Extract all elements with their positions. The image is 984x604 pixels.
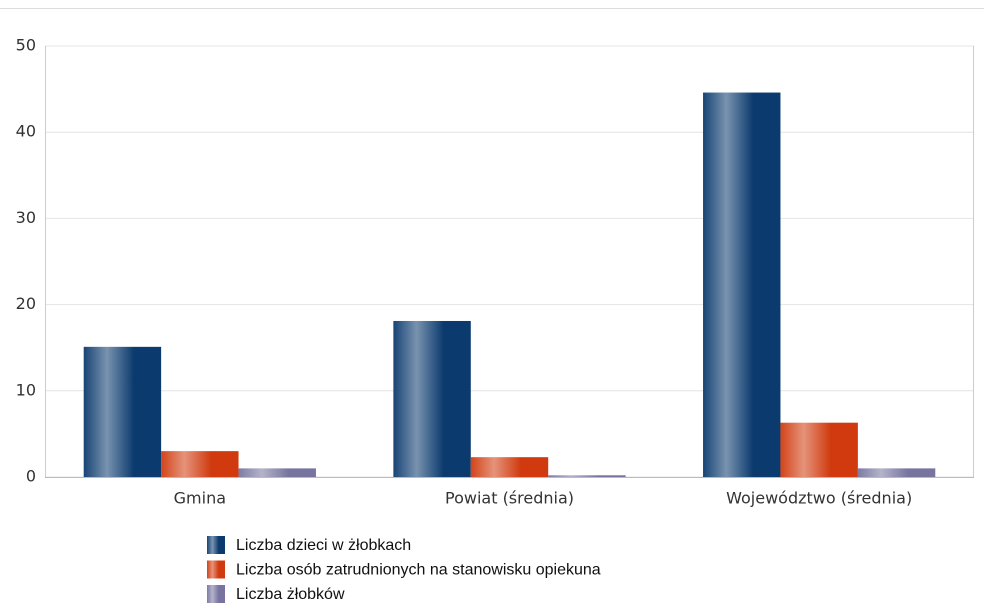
y-tick-label: 50 xyxy=(16,36,36,55)
y-tick-label: 40 xyxy=(16,122,36,141)
x-tick-label: Województwo (średnia) xyxy=(726,489,912,508)
bar xyxy=(857,468,936,477)
bar xyxy=(470,457,549,477)
legend-label: Liczba osób zatrudnionych na stanowisku … xyxy=(236,562,601,579)
legend-label: Liczba żłobków xyxy=(236,586,345,603)
legend-swatch xyxy=(207,560,225,579)
bar xyxy=(780,422,858,477)
legend-label: Liczba dzieci w żłobkach xyxy=(236,537,411,554)
x-tick-label: Gmina xyxy=(174,489,226,508)
x-tick-label: Powiat (średnia) xyxy=(445,489,574,508)
bar xyxy=(238,468,316,477)
bar xyxy=(703,92,781,477)
y-tick-label: 30 xyxy=(16,208,36,227)
bar xyxy=(83,346,162,477)
bar xyxy=(161,451,239,477)
y-tick-label: 10 xyxy=(16,380,36,399)
y-tick-label: 20 xyxy=(16,294,36,313)
legend: Liczba dzieci w żłobkach Liczba osób zatr… xyxy=(207,536,601,603)
legend-swatch xyxy=(207,536,225,554)
bar xyxy=(393,320,471,477)
bar xyxy=(548,475,626,477)
y-tick-label: 0 xyxy=(26,467,36,486)
legend-swatch xyxy=(207,585,225,603)
